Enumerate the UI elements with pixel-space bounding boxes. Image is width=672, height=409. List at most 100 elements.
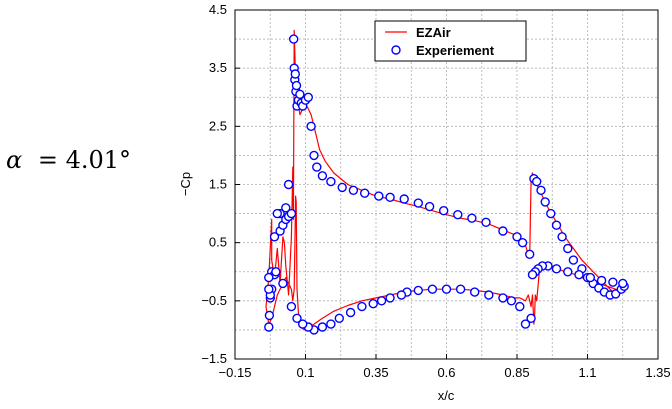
data-point-experiement bbox=[551, 264, 562, 274]
data-point-experiement bbox=[608, 277, 618, 287]
x-tick-label: −0.15 bbox=[219, 365, 252, 380]
data-point-experiement bbox=[264, 272, 274, 283]
data-point-experiement bbox=[374, 191, 384, 201]
data-point-experiement bbox=[292, 313, 302, 323]
x-tick-label: 0.1 bbox=[296, 365, 314, 380]
x-tick-label: 0.35 bbox=[363, 365, 388, 380]
data-point-experiement bbox=[481, 217, 491, 228]
data-point-experiement bbox=[498, 226, 508, 236]
data-point-experiement bbox=[348, 185, 359, 196]
data-point-experiement bbox=[527, 270, 538, 280]
data-point-experiement bbox=[551, 220, 562, 230]
data-point-experiement bbox=[546, 208, 556, 219]
data-point-experiement bbox=[506, 296, 517, 306]
x-tick-label: 1.35 bbox=[645, 365, 670, 380]
data-point-experiement bbox=[264, 322, 274, 332]
legend-marker-swatch bbox=[391, 45, 401, 55]
data-point-experiement bbox=[264, 310, 275, 321]
data-point-experiement bbox=[306, 121, 316, 132]
data-point-experiement bbox=[520, 319, 531, 329]
data-point-experiement bbox=[467, 213, 477, 223]
data-point-experiement bbox=[568, 255, 579, 265]
data-point-experiement bbox=[264, 284, 274, 294]
data-point-experiement bbox=[557, 232, 567, 242]
y-tick-label: 3.5 bbox=[209, 60, 227, 75]
data-point-experiement bbox=[357, 301, 367, 312]
data-point-experiement bbox=[470, 287, 480, 297]
x-tick-label: 0.6 bbox=[437, 365, 455, 380]
data-point-experiement bbox=[317, 322, 328, 332]
data-point-experiement bbox=[532, 176, 542, 187]
data-point-experiement bbox=[441, 284, 452, 294]
data-point-experiement bbox=[326, 176, 336, 187]
legend-label-ezair: EZAir bbox=[416, 25, 451, 40]
plot-area: −0.15 0.1 0.35 0.6 0.85 1.1 1.35 −1.5 −0.5 0.5 1.5… bbox=[201, 2, 670, 380]
legend: EZAir Experiement bbox=[374, 20, 527, 62]
data-point-experiement bbox=[540, 197, 550, 207]
data-point-experiement bbox=[272, 208, 282, 219]
data-point-experiement bbox=[345, 307, 356, 318]
angle-of-attack-annotation: α = 4.01° bbox=[6, 146, 131, 174]
data-point-experiement bbox=[526, 313, 536, 323]
axis-ticks: −0.15 0.1 0.35 0.6 0.85 1.1 1.35 −1.5 −0.5 0.5 1.5… bbox=[201, 2, 670, 380]
data-point-experiement bbox=[484, 290, 494, 300]
data-point-experiement bbox=[312, 162, 322, 172]
data-point-experiement bbox=[517, 237, 528, 248]
data-point-experiement bbox=[376, 296, 387, 306]
data-point-experiement bbox=[515, 301, 525, 312]
data-point-experiement bbox=[360, 188, 370, 198]
data-point-experiement bbox=[281, 203, 291, 213]
data-point-experiement bbox=[498, 293, 508, 303]
data-point-experiement bbox=[295, 89, 305, 100]
data-point-experiement bbox=[439, 205, 449, 216]
y-tick-label: 0.5 bbox=[209, 235, 227, 250]
data-point-experiement bbox=[334, 313, 344, 323]
y-tick-label: −1.5 bbox=[201, 351, 227, 366]
data-point-experiement bbox=[271, 267, 281, 277]
x-tick-label: 1.1 bbox=[578, 365, 596, 380]
data-point-experiement bbox=[596, 275, 607, 286]
y-tick-label: 2.5 bbox=[209, 118, 227, 133]
data-point-experiement bbox=[290, 69, 300, 79]
y-tick-label: −0.5 bbox=[201, 293, 227, 308]
data-point-experiement bbox=[453, 209, 463, 220]
data-point-experiement bbox=[427, 284, 438, 294]
data-point-experiement bbox=[385, 293, 395, 303]
data-point-experiement bbox=[298, 319, 308, 329]
series-markers bbox=[264, 34, 629, 335]
x-tick-label: 0.85 bbox=[504, 365, 529, 380]
data-point-experiement bbox=[618, 278, 628, 289]
data-point-experiement bbox=[563, 243, 573, 254]
y-tick-label: 1.5 bbox=[209, 177, 227, 192]
data-point-experiement bbox=[286, 301, 297, 312]
data-point-experiement bbox=[278, 278, 288, 289]
data-point-experiement bbox=[585, 272, 595, 283]
data-point-experiement bbox=[396, 290, 407, 300]
data-point-experiement bbox=[269, 232, 280, 242]
data-point-experiement bbox=[525, 249, 535, 260]
data-point-experiement bbox=[512, 232, 522, 242]
y-tick-label: 4.5 bbox=[209, 2, 227, 17]
data-point-experiement bbox=[289, 34, 299, 44]
data-point-experiement bbox=[303, 92, 313, 103]
data-point-experiement bbox=[413, 285, 423, 296]
data-point-experiement bbox=[317, 171, 328, 181]
legend-box bbox=[374, 20, 527, 62]
data-point-experiement bbox=[455, 284, 466, 294]
alpha-symbol: α bbox=[6, 146, 22, 174]
legend-label-experiement: Experiement bbox=[416, 43, 495, 58]
data-point-experiement bbox=[337, 182, 347, 193]
data-point-experiement bbox=[536, 185, 546, 196]
data-point-experiement bbox=[413, 198, 423, 208]
x-axis-label: x/c bbox=[438, 388, 455, 403]
data-point-experiement bbox=[326, 319, 336, 329]
data-point-experiement bbox=[286, 208, 297, 219]
data-point-experiement bbox=[424, 201, 435, 212]
data-point-experiement bbox=[385, 192, 395, 203]
data-point-experiement bbox=[309, 150, 319, 161]
data-point-experiement bbox=[368, 299, 378, 309]
y-axis-label: −Cp bbox=[178, 172, 193, 196]
alpha-value: = 4.01° bbox=[38, 146, 131, 174]
data-point-experiement bbox=[291, 80, 302, 91]
